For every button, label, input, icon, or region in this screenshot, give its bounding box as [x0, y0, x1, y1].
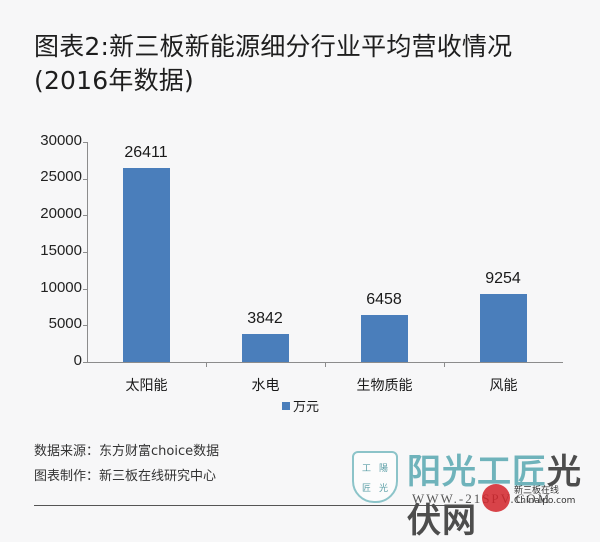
category-label: 生物质能 — [356, 378, 413, 394]
bar-hydro — [242, 333, 289, 362]
watermark-shield-logo-icon: 工 陽 匠 光 — [352, 451, 398, 503]
y-axis-line — [87, 142, 88, 363]
watermark-site-name-part1: 阳光工匠 — [407, 452, 547, 492]
logo-char: 光 — [378, 483, 388, 494]
category-label: 水电 — [251, 378, 280, 394]
watermark-badge-text: 新三板在线 Chinaipo.com — [514, 486, 575, 506]
bar-chart: 30000 25000 20000 15000 10000 5000 0 264… — [40, 132, 563, 415]
logo-char: 工 — [361, 463, 371, 474]
chart-maker-note: 图表制作：新三板在线研究中心 — [34, 469, 217, 484]
ytick-5000: 5000 — [48, 315, 82, 332]
bar-value-label: 9254 — [485, 270, 521, 288]
ytick-30000: 30000 — [40, 132, 82, 149]
watermark-url: WWW.-21SPV.COM — [412, 491, 551, 507]
y-tick-mark — [83, 289, 87, 290]
y-tick-mark — [83, 215, 87, 216]
watermark-badge-icon — [482, 484, 510, 512]
y-tick-mark — [83, 142, 87, 143]
badge-text-line2: Chinaipo.com — [514, 496, 576, 506]
ytick-10000: 10000 — [40, 279, 82, 296]
x-tick-mark — [325, 362, 326, 367]
ytick-15000: 15000 — [40, 242, 82, 259]
bar-value-label: 6458 — [366, 290, 402, 308]
bar-wind — [480, 294, 527, 362]
footer-divider — [34, 505, 454, 506]
chart-title-line2: (2016年数据) — [34, 66, 194, 95]
ytick-0: 0 — [73, 352, 82, 369]
bar-value-label: 3842 — [247, 309, 283, 327]
chart-title: 图表2:新三板新能源细分行业平均营收情况 (2016年数据) — [34, 30, 512, 98]
y-tick-mark — [83, 362, 87, 363]
y-tick-mark — [83, 179, 87, 180]
legend-label: 万元 — [293, 400, 320, 415]
bar-value-label: 26411 — [124, 144, 168, 162]
category-label: 太阳能 — [125, 378, 168, 394]
x-tick-mark — [206, 362, 207, 367]
chart-legend: 万元 — [282, 396, 319, 415]
badge-text-line1: 新三板在线 — [514, 486, 560, 496]
y-tick-mark — [83, 325, 87, 326]
data-source-note: 数据来源：东方财富choice数据 — [34, 444, 220, 459]
x-tick-mark — [444, 362, 445, 367]
legend-swatch-icon — [282, 401, 290, 410]
chart-title-line1: 图表2:新三板新能源细分行业平均营收情况 — [34, 32, 513, 61]
ytick-20000: 20000 — [40, 205, 82, 222]
category-label: 风能 — [489, 378, 518, 394]
bar-solar — [123, 168, 170, 362]
logo-char: 匠 — [361, 483, 371, 494]
logo-char: 陽 — [378, 463, 388, 474]
y-tick-mark — [83, 252, 87, 253]
ytick-25000: 25000 — [40, 168, 82, 185]
bar-biomass — [361, 314, 408, 362]
